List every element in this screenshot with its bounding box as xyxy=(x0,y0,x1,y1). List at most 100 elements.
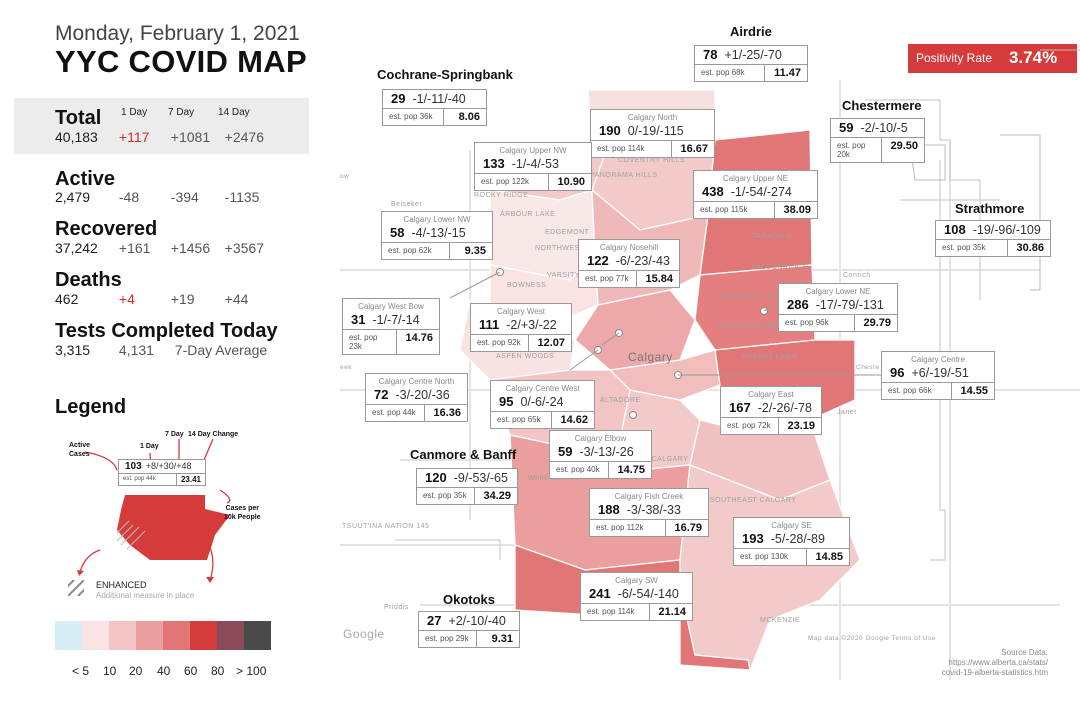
recovered-d14: +3567 xyxy=(224,240,264,256)
scale-swatch-3 xyxy=(136,621,163,650)
area-pop: est. pop 122k xyxy=(475,174,549,190)
area-name: Calgary Upper NW xyxy=(499,146,567,155)
tests-value: 3,315 xyxy=(55,342,91,358)
area-cases: 96 xyxy=(890,365,905,380)
basemap-label: Map data ©2020 Google Terms of Use xyxy=(808,635,936,642)
area-name: Calgary Lower NW xyxy=(403,215,471,224)
area-rate: 16.79 xyxy=(674,522,702,534)
source-note: Source Data: https://www.alberta.ca/stat… xyxy=(930,648,1048,678)
area-cases: 120 xyxy=(425,470,447,485)
area-pop: est. pop 44k xyxy=(366,405,425,421)
recovered-label: Recovered xyxy=(55,218,158,240)
area-change: 0/-6/-24 xyxy=(520,395,564,409)
area-pop: est. pop 72k xyxy=(721,418,779,434)
area-box: Calgary Upper NE 438 -1/-54/-274 est. pop 1… xyxy=(693,170,818,219)
legend-diagram xyxy=(77,438,231,583)
area-change: -3/-38/-33 xyxy=(626,503,681,517)
area-rate: 9.35 xyxy=(464,245,486,257)
scale-label: 10 xyxy=(103,664,117,678)
scale-swatch-6 xyxy=(217,621,244,650)
basemap-label: eek xyxy=(340,364,352,371)
area-pop: est. pop 62k xyxy=(382,243,450,259)
active-label: Active xyxy=(55,168,116,190)
area-name: Calgary Centre xyxy=(911,355,965,364)
total-d7: +1081 xyxy=(170,129,211,145)
legend-14day-label: 14 Day Change xyxy=(188,431,239,438)
area-change: -5/-28/-89 xyxy=(770,532,825,546)
scale-label: < 5 xyxy=(72,664,90,678)
area-box: Calgary Lower NE 286 -17/-79/-131 est. pop … xyxy=(778,283,898,332)
area-box: 59 -2/-10/-5 est. pop 20k 29.50 xyxy=(830,118,925,163)
enhanced-desc: Additional measure in place xyxy=(96,591,195,600)
total-row: 40,183 +117 +1081 +2476 xyxy=(55,129,264,145)
area-rate: 14.55 xyxy=(960,385,988,397)
area-name: Calgary Centre North xyxy=(378,377,455,386)
area-rate: 29.50 xyxy=(890,140,918,152)
area-change: 0/-19/-115 xyxy=(627,124,684,138)
col-14day: 14 Day xyxy=(218,107,250,118)
total-panel xyxy=(14,98,309,154)
legend-example-pop: est. pop 44k xyxy=(119,474,177,485)
area-rate: 14.76 xyxy=(405,332,433,344)
area-pop: est. pop 66k xyxy=(882,383,952,399)
scale-label: 40 xyxy=(157,664,171,678)
basemap-label: Janet xyxy=(837,409,857,416)
area-pop: est. pop 40k xyxy=(550,462,609,478)
area-box: Calgary Lower NW 58 -4/-13/-15 est. pop 62k… xyxy=(381,211,493,260)
area-pop: est. pop 112k xyxy=(590,520,666,536)
area-rate: 38.09 xyxy=(783,204,811,216)
area-name: Calgary Lower NE xyxy=(805,287,871,296)
area-cases: 188 xyxy=(598,502,620,517)
area-rate: 14.85 xyxy=(815,551,843,563)
source-title: Source Data: xyxy=(1001,648,1048,657)
basemap-label: Cheste xyxy=(856,364,880,371)
source-url-1: https://www.alberta.ca/stats/ xyxy=(948,658,1048,667)
area-box: Calgary Nosehill 122 -6/-23/-43 est. pop 77… xyxy=(578,239,680,288)
area-box: Calgary Upper NW 133 -1/-4/-53 est. pop 122… xyxy=(474,142,592,191)
legend-rate-label: Cases per 10k People xyxy=(224,505,261,521)
area-change: -17/-79/-131 xyxy=(815,298,884,312)
legend-active-label: Active Cases xyxy=(69,442,91,458)
place-canmore-banff: Canmore & Banff xyxy=(410,447,517,462)
area-change: -19/-96/-109 xyxy=(972,223,1041,237)
positivity-label: Positivity Rate xyxy=(916,51,993,65)
scale-swatch-1 xyxy=(82,621,109,650)
area-box: 27 +2/-10/-40 est. pop 29k 9.31 xyxy=(418,611,520,648)
deaths-label: Deaths xyxy=(55,269,122,291)
col-7day: 7 Day xyxy=(168,107,195,118)
scale-swatch-5 xyxy=(190,621,217,650)
scale-label: 80 xyxy=(211,664,225,678)
area-box: Calgary Centre North 72 -3/-20/-36 est. pop… xyxy=(365,373,468,422)
area-pop: est. pop 20k xyxy=(831,138,882,162)
area-change: -2/-10/-5 xyxy=(860,121,908,135)
area-cases: 190 xyxy=(599,123,621,138)
active-d1: -48 xyxy=(118,189,140,205)
area-name: Calgary Centre West xyxy=(505,384,580,393)
place-strathmore: Strathmore xyxy=(955,201,1025,216)
basemap-label: VARSITY xyxy=(547,272,580,279)
legend-example-change: +8/+30/+48 xyxy=(145,461,192,471)
area-change: -4/-13/-15 xyxy=(411,226,466,240)
area-pop: est. pop 35k xyxy=(936,240,1008,256)
area-box: Calgary SE 193 -5/-28/-89 est. pop 130k 14.8… xyxy=(733,517,850,566)
basemap-label: Google xyxy=(343,627,385,641)
area-cases: 29 xyxy=(391,91,406,106)
area-box: 78 +1/-25/-70 est. pop 68k 11.47 xyxy=(694,45,808,82)
basemap-label: MARLBOROUGH xyxy=(718,323,780,330)
area-cases: 108 xyxy=(944,222,966,237)
area-cases: 78 xyxy=(703,47,718,62)
basemap-label: FOREST LAWN xyxy=(742,354,798,361)
area-rate: 11.47 xyxy=(774,67,801,79)
tests-avg: 4,131 xyxy=(118,342,154,358)
area-box: Calgary Elbow 59 -3/-13/-26 est. pop 40k 14.… xyxy=(549,430,652,479)
area-name: Calgary SE xyxy=(771,521,812,530)
basemap-label: ROCKY RIDGE xyxy=(474,192,529,199)
active-d7: -394 xyxy=(170,189,199,205)
area-rate: 16.67 xyxy=(680,143,708,155)
date: Monday, February 1, 2021 xyxy=(55,22,300,45)
area-rate: 14.75 xyxy=(617,464,645,476)
active-value: 2,479 xyxy=(55,189,91,205)
basemap-label: ALTADORE xyxy=(600,397,641,404)
area-box: Calgary Centre West 95 0/-6/-24 est. pop 65… xyxy=(490,380,595,429)
basemap-label: ASPEN WOODS xyxy=(496,353,555,360)
